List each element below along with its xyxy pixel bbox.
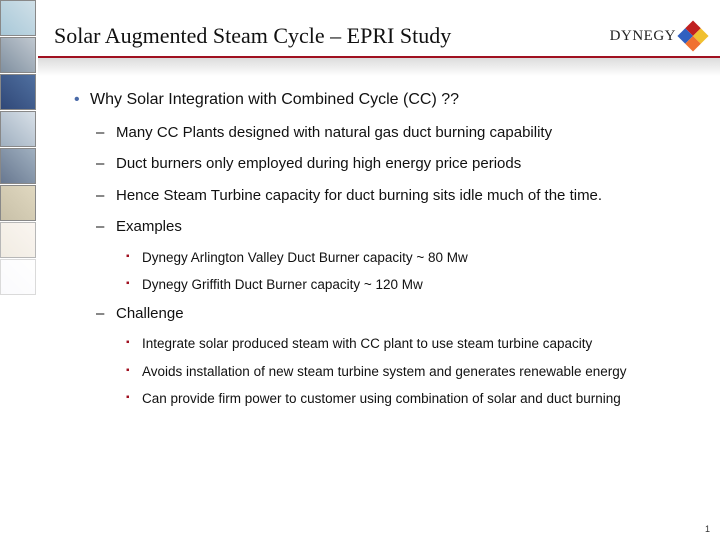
bullet-main: Why Solar Integration with Combined Cycl… xyxy=(74,90,684,111)
bullet-sub: Hence Steam Turbine capacity for duct bu… xyxy=(96,186,684,206)
bullet-detail: Can provide firm power to customer using… xyxy=(126,390,684,408)
header-fade xyxy=(38,58,720,76)
thumbnail xyxy=(0,74,36,110)
thumbnail xyxy=(0,111,36,147)
bullet-sub: Challenge xyxy=(96,304,684,324)
bullet-detail: Avoids installation of new steam turbine… xyxy=(126,363,684,381)
bullet-sub: Duct burners only employed during high e… xyxy=(96,154,684,174)
slide-content: Why Solar Integration with Combined Cycl… xyxy=(74,90,684,418)
thumbnail xyxy=(0,222,36,258)
brand: DYNEGY xyxy=(610,25,704,47)
thumbnail xyxy=(0,37,36,73)
bullet-detail: Integrate solar produced steam with CC p… xyxy=(126,335,684,353)
bullet-sub: Many CC Plants designed with natural gas… xyxy=(96,123,684,143)
bullet-detail: Dynegy Arlington Valley Duct Burner capa… xyxy=(126,249,684,267)
sidebar-thumbnails xyxy=(0,0,36,540)
slide-header: Solar Augmented Steam Cycle – EPRI Study… xyxy=(54,14,704,58)
thumbnail xyxy=(0,148,36,184)
page-number: 1 xyxy=(705,524,710,534)
brand-text: DYNEGY xyxy=(610,28,676,45)
thumbnail xyxy=(0,259,36,295)
brand-logo-icon xyxy=(677,20,708,51)
thumbnail xyxy=(0,0,36,36)
slide-title: Solar Augmented Steam Cycle – EPRI Study xyxy=(54,23,451,49)
bullet-detail: Dynegy Griffith Duct Burner capacity ~ 1… xyxy=(126,276,684,294)
thumbnail xyxy=(0,185,36,221)
bullet-sub: Examples xyxy=(96,217,684,237)
